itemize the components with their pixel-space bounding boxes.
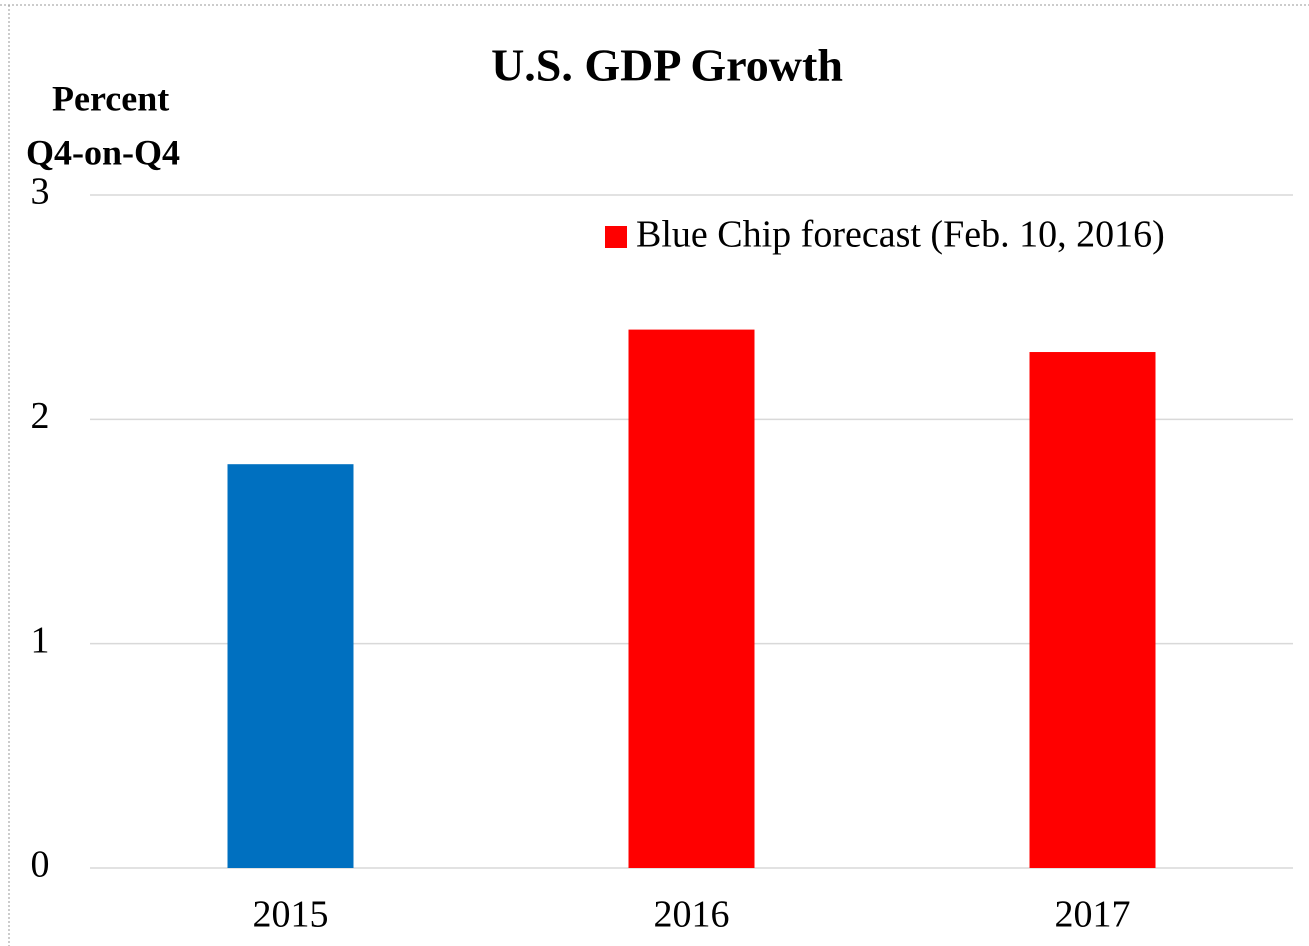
- legend-swatch: [605, 226, 627, 248]
- y-tick-label: 1: [31, 619, 50, 661]
- chart-title: U.S. GDP Growth: [491, 40, 843, 91]
- x-tick-label: 2015: [253, 894, 329, 936]
- bar: [1029, 352, 1156, 868]
- x-tick-label: 2016: [654, 894, 730, 936]
- bar: [628, 329, 755, 869]
- y-tick-label: 2: [31, 395, 50, 437]
- x-tick-label: 2017: [1055, 894, 1131, 936]
- y-tick-label: 0: [31, 844, 50, 886]
- bar: [227, 464, 354, 868]
- legend-label: Blue Chip forecast (Feb. 10, 2016): [636, 214, 1165, 256]
- y-axis-label: Q4-on-Q4: [26, 132, 180, 172]
- y-tick-label: 3: [31, 171, 50, 213]
- y-axis-label: Percent: [52, 78, 169, 118]
